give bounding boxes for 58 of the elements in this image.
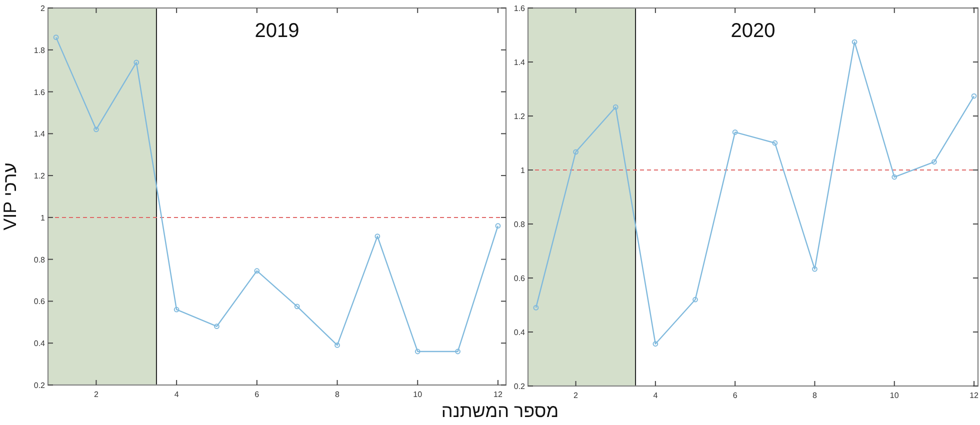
point: [53, 34, 59, 40]
x-tick-label: 4: [174, 390, 180, 399]
x-tick-label: 6: [732, 391, 738, 400]
x-tick-label: 8: [812, 391, 818, 400]
point: [294, 304, 300, 310]
point: [334, 342, 340, 348]
point: [772, 140, 778, 146]
y-tick-label: 0.8: [514, 220, 526, 229]
y-tick-label: 0.8: [34, 255, 46, 264]
y-tick-label: 0.6: [34, 297, 46, 306]
y-tick-label: 1: [520, 166, 526, 175]
point: [455, 348, 460, 354]
y-tick-label: 2: [40, 4, 46, 13]
y-tick-label: 0.2: [34, 381, 46, 390]
y-tick-label: 0.4: [514, 328, 526, 337]
y-tick-label: 1: [40, 213, 46, 222]
point: [732, 130, 738, 135]
point: [374, 234, 380, 239]
point: [495, 223, 501, 229]
x-tick-label: 12: [970, 391, 980, 400]
point: [692, 296, 698, 302]
y-tick-label: 1.6: [34, 88, 46, 97]
point: [852, 39, 858, 45]
x-axis-title: מספר המשתנה: [441, 401, 559, 421]
y-tick-label: 1.2: [34, 172, 46, 181]
text: 2019: [254, 20, 300, 42]
point: [812, 266, 818, 272]
point: [254, 268, 260, 274]
point: [573, 149, 578, 155]
y-tick-label: 1.8: [34, 46, 46, 55]
y-tick-label: 0.4: [34, 339, 46, 348]
x-tick-label: 2: [94, 390, 99, 399]
x-tick-label: 12: [494, 390, 503, 399]
y-tick-label: 0.2: [514, 382, 526, 391]
point: [214, 324, 220, 330]
point: [971, 93, 977, 99]
y-axis-title: ערכי VIP: [0, 162, 20, 230]
y-tick-label: 1.6: [514, 4, 526, 13]
y-tick-label: 1.4: [34, 130, 46, 139]
y-tick-label: 1.2: [514, 112, 526, 121]
point: [174, 306, 180, 312]
point: [931, 159, 937, 165]
text: 2020: [730, 20, 776, 42]
point: [612, 104, 618, 110]
point: [414, 348, 420, 354]
x-tick-label: 4: [653, 391, 658, 400]
x-tick-label: 6: [254, 390, 260, 399]
x-tick-label: 2: [574, 391, 579, 400]
point: [533, 305, 539, 310]
point: [892, 174, 898, 180]
y-tick-label: 0.6: [514, 274, 526, 283]
point: [134, 60, 140, 66]
y-tick-label: 1.4: [514, 58, 526, 67]
x-tick-label: 8: [335, 390, 340, 399]
point: [94, 126, 99, 132]
point: [652, 341, 658, 347]
x-tick-label: 10: [890, 391, 900, 400]
x-tick-label: 10: [413, 390, 423, 399]
